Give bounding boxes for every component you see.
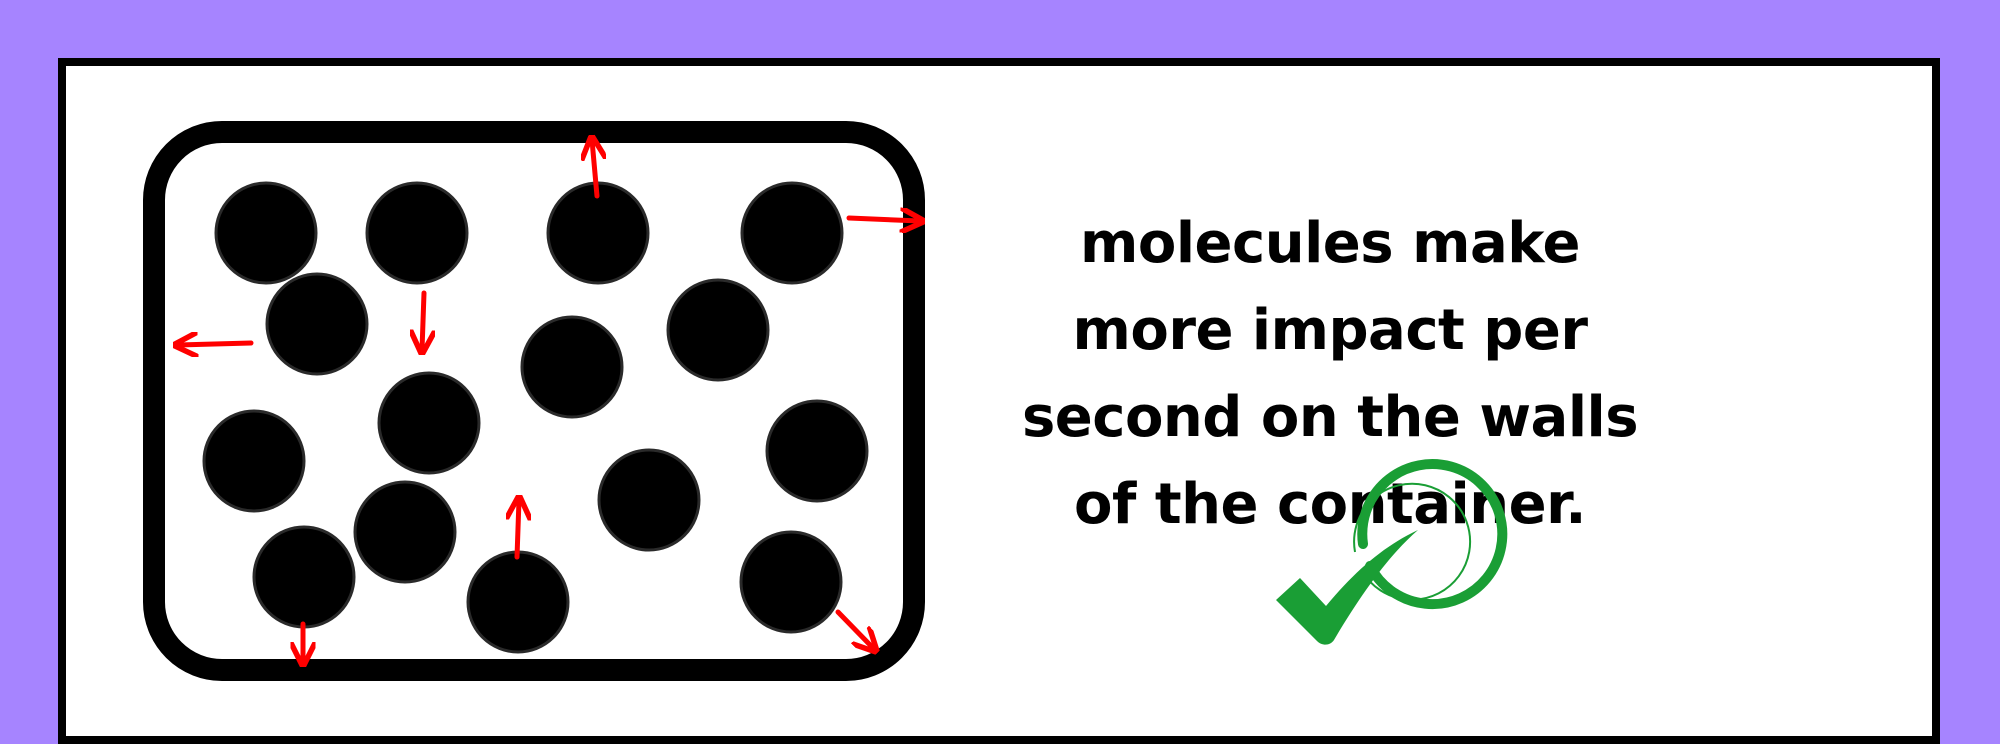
motion-arrows	[178, 140, 920, 662]
molecule	[353, 480, 457, 584]
caption-line: second on the walls	[1021, 385, 1639, 450]
caption-line: more impact per	[1072, 298, 1588, 363]
arrow-up-icon	[592, 140, 597, 199]
molecule	[739, 530, 843, 634]
check-mark	[1276, 530, 1418, 645]
molecule	[214, 181, 318, 285]
arrow-down-icon	[422, 290, 424, 350]
content-panel	[58, 58, 1940, 744]
check-circle-ring-inner	[1353, 482, 1472, 601]
arrow-right-icon	[846, 218, 920, 221]
check-circle-ring	[1357, 459, 1508, 610]
molecule	[765, 399, 869, 503]
caption-line: molecules make	[1080, 211, 1580, 276]
molecule	[202, 409, 306, 513]
molecule	[265, 272, 369, 376]
molecule	[377, 371, 481, 475]
molecules	[202, 181, 869, 654]
caption-text: molecules make more impact per second on…	[1010, 200, 1650, 548]
molecule	[740, 181, 844, 285]
container-wall	[143, 121, 925, 681]
arrow-diagonal-icon	[835, 609, 874, 649]
molecule	[597, 448, 701, 552]
molecule	[365, 181, 469, 285]
arrow-up-icon	[517, 500, 519, 560]
molecule	[520, 315, 624, 419]
molecule	[666, 278, 770, 382]
arrow-left-icon	[178, 343, 254, 345]
